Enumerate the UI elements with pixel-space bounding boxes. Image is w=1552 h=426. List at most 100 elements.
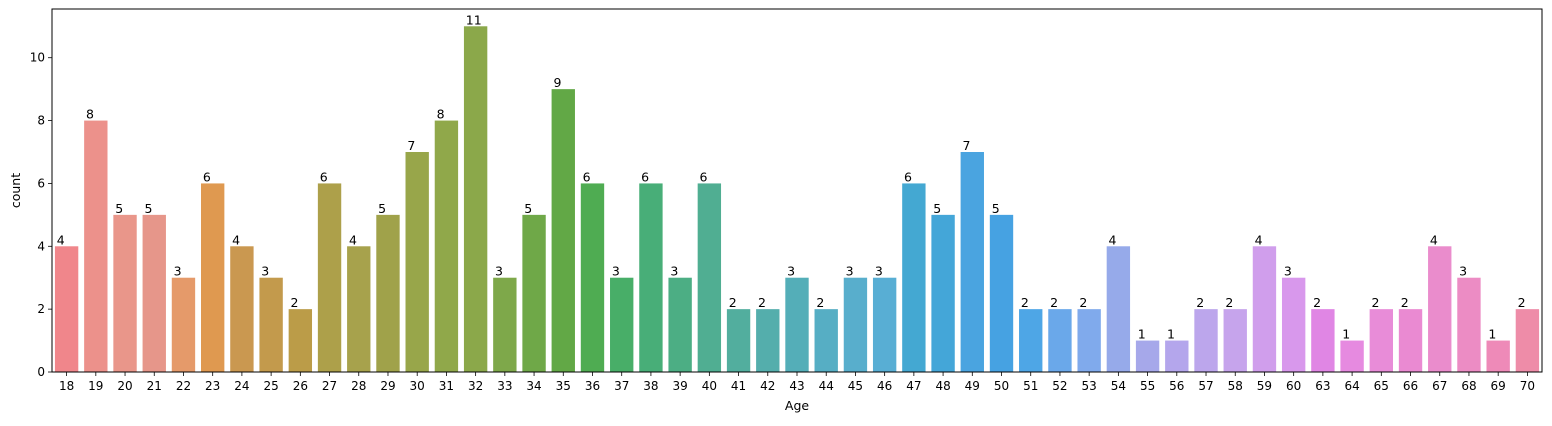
x-tick-label: 56	[1169, 379, 1184, 393]
data-label-age-44: 2	[816, 295, 824, 310]
x-tick-label: 38	[643, 379, 658, 393]
data-label-age-24: 4	[232, 232, 240, 247]
x-tick-label: 22	[176, 379, 191, 393]
data-label-age-49: 7	[962, 138, 970, 153]
data-label-age-70: 2	[1518, 295, 1526, 310]
data-label-age-25: 3	[261, 264, 269, 279]
bar-age-46	[872, 277, 897, 372]
x-tick-label: 25	[263, 379, 278, 393]
bar-age-48	[931, 214, 955, 372]
x-tick-label: 41	[731, 379, 746, 393]
x-tick-label: 32	[468, 379, 483, 393]
bar-age-69	[1486, 340, 1510, 372]
data-label-age-43: 3	[787, 264, 795, 279]
data-label-age-36: 6	[583, 169, 591, 184]
data-label-age-69: 1	[1488, 327, 1496, 342]
data-label-age-48: 5	[933, 201, 941, 216]
data-label-age-23: 6	[203, 169, 211, 184]
y-axis: 0 2 4 6 8 10	[30, 51, 52, 379]
bar-age-60	[1281, 277, 1306, 372]
data-label-age-59: 4	[1255, 232, 1263, 247]
bar-age-22	[171, 277, 196, 372]
bar-age-35	[551, 89, 575, 372]
data-label-age-56: 1	[1167, 327, 1175, 342]
data-label-age-53: 2	[1079, 295, 1087, 310]
bar-age-51	[1019, 309, 1043, 372]
x-tick-label: 40	[702, 379, 717, 393]
bar-age-38	[639, 183, 663, 372]
data-label-age-60: 3	[1284, 264, 1292, 279]
x-tick-label: 23	[205, 379, 220, 393]
bar-age-57	[1194, 309, 1218, 372]
bar-age-25	[259, 277, 283, 372]
x-axis-title: Age	[785, 398, 809, 413]
x-tick-label: 65	[1374, 379, 1389, 393]
bar-age-23	[201, 183, 225, 372]
bar-age-54	[1106, 246, 1131, 372]
data-label-age-28: 4	[349, 232, 357, 247]
bar-age-53	[1077, 309, 1101, 372]
data-label-age-57: 2	[1196, 295, 1204, 310]
x-tick-label: 18	[59, 379, 74, 393]
x-tick-label: 57	[1198, 379, 1213, 393]
data-label-age-54: 4	[1109, 232, 1117, 247]
bar-age-56	[1165, 340, 1189, 372]
y-axis-title: count	[8, 173, 23, 208]
bar-age-34	[522, 214, 546, 372]
x-tick-label: 42	[760, 379, 775, 393]
x-tick-label: 50	[994, 379, 1009, 393]
bar-age-58	[1223, 309, 1247, 372]
data-label-age-32: 11	[466, 12, 482, 27]
data-label-age-40: 6	[700, 169, 708, 184]
x-tick-label: 48	[935, 379, 950, 393]
data-label-age-30: 7	[407, 138, 415, 153]
bar-age-43	[785, 277, 809, 372]
bar-age-19	[84, 120, 108, 372]
bar-age-50	[989, 214, 1014, 372]
x-tick-label: 31	[439, 379, 454, 393]
x-tick-label: 36	[585, 379, 600, 393]
bar-age-27	[317, 183, 342, 372]
x-tick-label: 64	[1344, 379, 1359, 393]
bar-age-52	[1048, 309, 1072, 372]
x-tick-label: 21	[147, 379, 162, 393]
bar-age-44	[814, 309, 838, 372]
data-label-age-68: 3	[1459, 264, 1467, 279]
x-tick-label: 39	[672, 379, 687, 393]
x-tick-label: 69	[1491, 379, 1506, 393]
bar-age-66	[1398, 309, 1423, 372]
bar-age-32	[463, 26, 488, 372]
x-tick-label: 46	[877, 379, 892, 393]
x-axis: 18 19 20 21 22 23 24 25 26 27 28 29 30 31 32 33 34 35 36 37…	[59, 372, 1535, 393]
bar-age-24	[230, 246, 254, 372]
x-tick-label: 27	[322, 379, 337, 393]
data-label-age-29: 5	[378, 201, 386, 216]
bar-age-45	[843, 277, 868, 372]
bar-age-30	[405, 152, 429, 372]
bar-age-55	[1135, 340, 1160, 372]
bar-age-49	[960, 152, 984, 372]
x-tick-label: 70	[1520, 379, 1535, 393]
bar-age-37	[610, 277, 634, 372]
data-label-age-50: 5	[992, 201, 1000, 216]
x-tick-label: 51	[1023, 379, 1038, 393]
data-label-age-35: 9	[553, 75, 561, 90]
data-label-age-27: 6	[320, 169, 328, 184]
data-label-age-52: 2	[1050, 295, 1058, 310]
bar-age-36	[580, 183, 605, 372]
x-tick-label: 37	[614, 379, 629, 393]
bar-age-39	[668, 277, 692, 372]
x-tick-label: 43	[789, 379, 804, 393]
data-label-age-39: 3	[670, 264, 678, 279]
x-tick-label: 20	[117, 379, 132, 393]
x-tick-label: 58	[1228, 379, 1243, 393]
x-tick-label: 45	[848, 379, 863, 393]
data-label-age-67: 4	[1430, 232, 1438, 247]
data-label-age-37: 3	[612, 264, 620, 279]
data-label-age-47: 6	[904, 169, 912, 184]
data-label-age-46: 3	[875, 264, 883, 279]
data-label-age-45: 3	[846, 264, 854, 279]
data-label-age-42: 2	[758, 295, 766, 310]
